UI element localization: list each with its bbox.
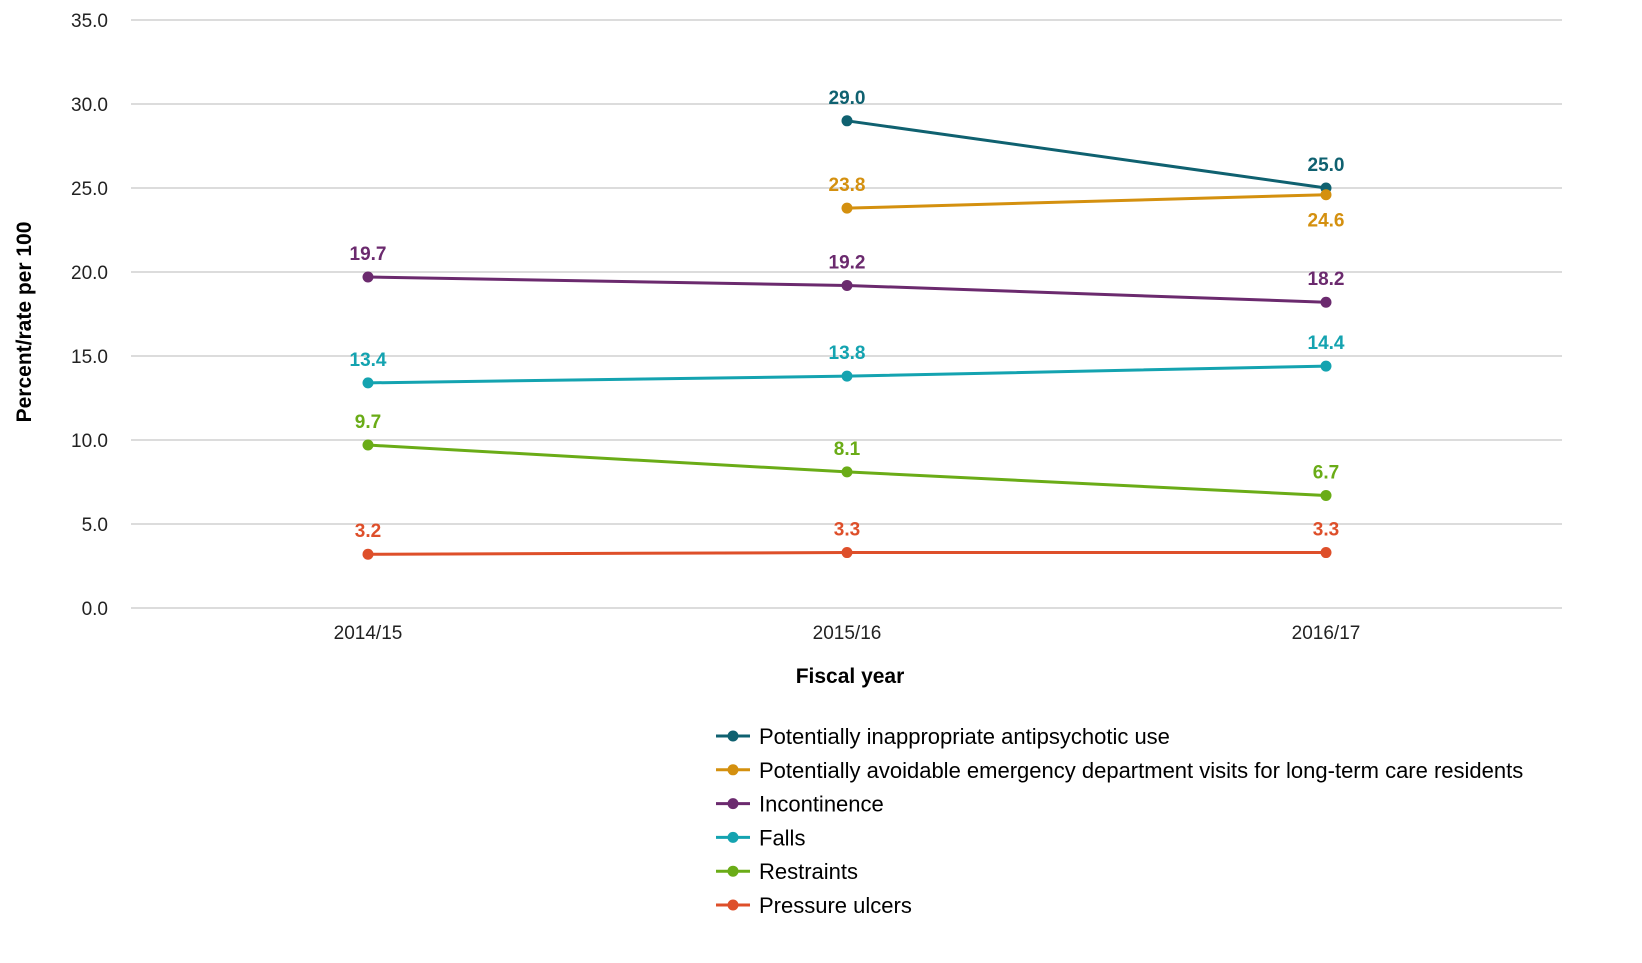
legend: Potentially inappropriate antipsychotic … bbox=[716, 724, 1523, 918]
legend-label: Potentially inappropriate antipsychotic … bbox=[759, 724, 1170, 749]
series-group bbox=[362, 547, 1332, 560]
legend-label: Restraints bbox=[759, 859, 858, 884]
legend-label: Potentially avoidable emergency departme… bbox=[759, 758, 1523, 783]
data-label: 3.3 bbox=[1313, 520, 1339, 541]
data-point bbox=[1320, 189, 1332, 201]
series bbox=[362, 115, 1332, 560]
legend-marker bbox=[727, 764, 739, 776]
data-point bbox=[362, 439, 374, 451]
data-label: 24.6 bbox=[1308, 211, 1345, 232]
data-point bbox=[841, 115, 853, 127]
series-line bbox=[846, 119, 1327, 190]
legend-item: Restraints bbox=[716, 859, 858, 884]
data-label: 13.8 bbox=[829, 343, 866, 364]
data-point bbox=[841, 202, 853, 214]
data-label: 9.7 bbox=[355, 412, 381, 433]
legend-marker bbox=[727, 798, 739, 810]
legend-label: Falls bbox=[759, 825, 805, 850]
data-point bbox=[362, 271, 374, 283]
data-label: 23.8 bbox=[829, 175, 866, 196]
data-label: 6.7 bbox=[1313, 462, 1339, 483]
data-labels: 29.0 25.0 23.8 24.6 19.7 19.2 18.2 13.4 13.8 14.4… bbox=[350, 88, 1345, 542]
y-tick-label: 35.0 bbox=[71, 11, 108, 32]
legend-marker bbox=[727, 899, 739, 911]
series-group bbox=[362, 360, 1332, 389]
series-group bbox=[841, 189, 1332, 214]
legend-marker bbox=[727, 730, 739, 742]
y-tick-label: 30.0 bbox=[71, 95, 108, 116]
series-group bbox=[362, 439, 1332, 501]
y-axis-ticks: 0.0 5.0 10.0 15.0 20.0 25.0 30.0 35.0 bbox=[71, 11, 108, 620]
data-label: 3.3 bbox=[834, 520, 860, 541]
y-axis-title: Percent/rate per 100 bbox=[13, 222, 36, 423]
legend-item: Potentially avoidable emergency departme… bbox=[716, 758, 1523, 783]
data-point bbox=[1320, 489, 1332, 501]
legend-marker bbox=[727, 865, 739, 877]
data-label: 19.7 bbox=[350, 244, 387, 265]
y-tick-label: 25.0 bbox=[71, 179, 108, 200]
legend-label: Incontinence bbox=[759, 792, 884, 817]
y-tick-label: 0.0 bbox=[82, 599, 108, 620]
y-tick-label: 5.0 bbox=[82, 515, 108, 536]
data-point bbox=[362, 377, 374, 389]
data-point bbox=[841, 370, 853, 382]
x-tick-label: 2016/17 bbox=[1292, 623, 1361, 644]
data-label: 25.0 bbox=[1308, 155, 1345, 176]
data-point bbox=[362, 548, 374, 560]
data-point bbox=[1320, 547, 1332, 559]
legend-label: Pressure ulcers bbox=[759, 893, 912, 918]
series-line bbox=[846, 193, 1327, 210]
data-label: 14.4 bbox=[1308, 333, 1345, 354]
legend-item: Potentially inappropriate antipsychotic … bbox=[716, 724, 1170, 749]
data-label: 29.0 bbox=[829, 88, 866, 109]
y-tick-label: 15.0 bbox=[71, 347, 108, 368]
series-group bbox=[362, 271, 1332, 308]
y-tick-label: 10.0 bbox=[71, 431, 108, 452]
data-label: 18.2 bbox=[1308, 269, 1345, 290]
data-label: 3.2 bbox=[355, 521, 381, 542]
legend-item: Pressure ulcers bbox=[716, 893, 912, 918]
data-label: 13.4 bbox=[350, 350, 387, 371]
y-tick-label: 20.0 bbox=[71, 263, 108, 284]
data-point bbox=[841, 547, 853, 559]
x-tick-label: 2015/16 bbox=[813, 623, 882, 644]
x-axis-ticks: 2014/15 2015/16 2016/17 bbox=[334, 623, 1361, 644]
x-axis-title: Fiscal year bbox=[796, 665, 905, 688]
legend-item: Falls bbox=[716, 825, 805, 850]
data-point bbox=[1320, 360, 1332, 372]
series-group bbox=[841, 115, 1332, 194]
legend-marker bbox=[727, 831, 739, 843]
data-label: 19.2 bbox=[829, 252, 866, 273]
x-tick-label: 2014/15 bbox=[334, 623, 403, 644]
data-point bbox=[841, 466, 853, 478]
data-point bbox=[1320, 296, 1332, 308]
data-label: 8.1 bbox=[834, 439, 861, 460]
legend-item: Incontinence bbox=[716, 792, 884, 817]
data-point bbox=[841, 279, 853, 291]
